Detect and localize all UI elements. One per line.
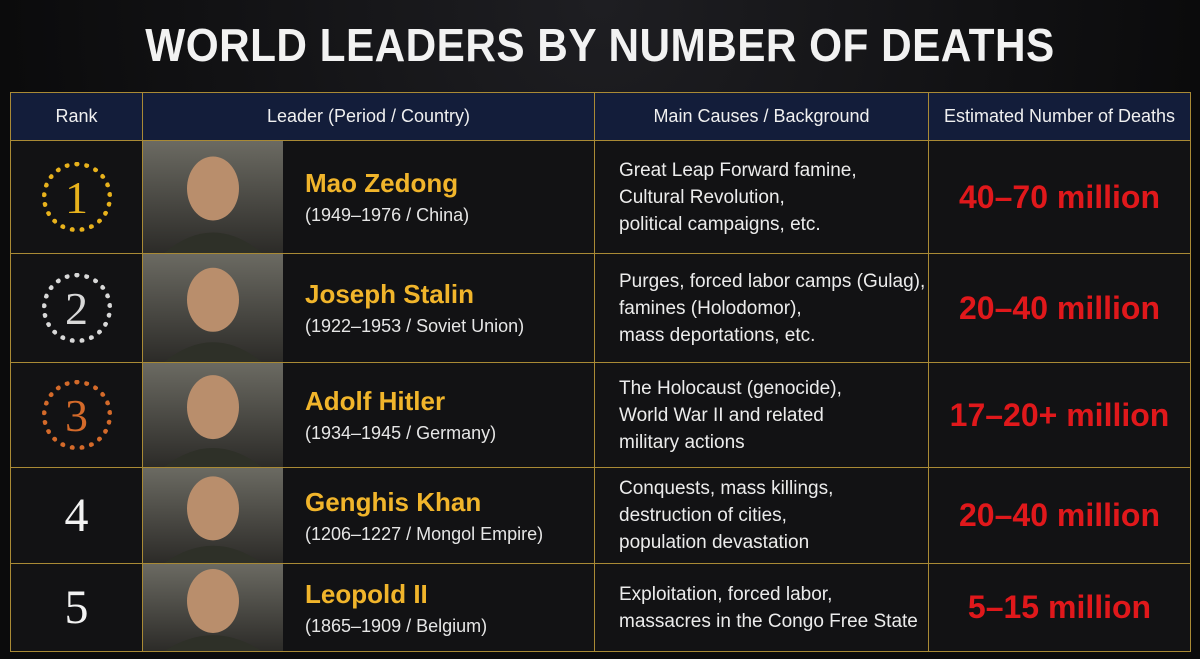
causes-cell: The Holocaust (genocide), World War II an… xyxy=(594,362,929,468)
rank-badge: 3 xyxy=(41,380,112,450)
deaths-cell: 17–20+ million xyxy=(928,362,1191,468)
cause-line: mass deportations, etc. xyxy=(619,324,816,346)
causes-list: Exploitation, forced labor, massacres in … xyxy=(619,581,918,635)
cause-line: The Holocaust (genocide), xyxy=(619,377,842,399)
leader-info: Leopold II (1865–1909 / Belgium) xyxy=(305,579,487,637)
rank-cell: 5 xyxy=(10,563,143,652)
rank-cell: 4 xyxy=(10,467,143,564)
deaths-value: 40–70 million xyxy=(959,178,1160,215)
leader-period: (1206–1227 / Mongol Empire) xyxy=(305,523,544,544)
cause-line: population devastation xyxy=(619,532,810,553)
leader-name: Mao Zedong xyxy=(305,168,459,198)
deaths-value: 20–40 million xyxy=(959,497,1160,533)
title: WORLD LEADERS BY NUMBER OF DEATHS xyxy=(145,19,1055,71)
deaths-cell: 40–70 million xyxy=(928,140,1191,254)
rank-cell: 3 xyxy=(10,362,143,468)
cause-line: World War II and related xyxy=(619,404,824,426)
portrait xyxy=(143,564,283,651)
deaths-cell: 20–40 million xyxy=(928,467,1191,564)
deaths-value: 17–20+ million xyxy=(949,396,1170,433)
cause-line: massacres in the Congo Free State xyxy=(619,610,918,632)
cause-line: Great Leap Forward famine, xyxy=(619,159,857,181)
rank-number: 5 xyxy=(64,581,89,634)
leader-name: Joseph Stalin xyxy=(305,279,475,309)
cause-line: Conquests, mass killings, xyxy=(619,478,834,499)
leader-cell: Genghis Khan (1206–1227 / Mongol Empire) xyxy=(142,467,595,564)
portrait-silhouette xyxy=(164,156,262,253)
column-header: Leader (Period / Country) xyxy=(142,92,595,141)
portrait-silhouette xyxy=(164,568,262,651)
leader-info: Adolf Hitler (1934–1945 / Germany) xyxy=(305,386,496,444)
cause-line: military actions xyxy=(619,431,745,453)
causes-list: The Holocaust (genocide), World War II an… xyxy=(619,375,842,456)
leader-cell: Adolf Hitler (1934–1945 / Germany) xyxy=(142,362,595,468)
deaths-cell: 20–40 million xyxy=(928,253,1191,363)
portrait-silhouette xyxy=(164,476,262,563)
rank-badge: 1 xyxy=(41,162,112,232)
causes-list: Great Leap Forward famine, Cultural Revol… xyxy=(619,157,857,238)
portrait-silhouette xyxy=(164,375,262,467)
leader-info: Joseph Stalin (1922–1953 / Soviet Union) xyxy=(305,279,524,337)
deaths-cell: 5–15 million xyxy=(928,563,1191,652)
deaths-value: 5–15 million xyxy=(967,589,1152,625)
cause-line: political campaigns, etc. xyxy=(619,213,821,235)
portrait xyxy=(143,141,283,253)
leader-period: (1949–1976 / China) xyxy=(305,205,470,225)
causes-cell: Purges, forced labor camps (Gulag), famin… xyxy=(594,253,929,363)
causes-cell: Great Leap Forward famine, Cultural Revol… xyxy=(594,140,929,254)
leader-name: Adolf Hitler xyxy=(305,386,446,416)
portrait xyxy=(143,254,283,362)
leader-name: Leopold II xyxy=(305,578,428,609)
rank-number: 4 xyxy=(64,489,89,542)
column-header: Estimated Number of Deaths xyxy=(928,92,1191,141)
leader-info: Mao Zedong (1949–1976 / China) xyxy=(305,168,469,226)
rank-cell: 1 xyxy=(10,140,143,254)
cause-line: Purges, forced labor camps (Gulag), xyxy=(619,270,926,292)
cause-line: destruction of cities, xyxy=(619,505,787,526)
causes-cell: Conquests, mass killings, destruction of … xyxy=(594,467,929,564)
leader-info: Genghis Khan (1206–1227 / Mongol Empire) xyxy=(305,487,543,545)
causes-list: Conquests, mass killings, destruction of … xyxy=(619,475,833,556)
leader-period: (1922–1953 / Soviet Union) xyxy=(305,316,525,336)
leader-cell: Leopold II (1865–1909 / Belgium) xyxy=(142,563,595,652)
rank-badge: 2 xyxy=(41,273,112,343)
cause-line: famines (Holodomor), xyxy=(619,297,802,319)
leader-cell: Mao Zedong (1949–1976 / China) xyxy=(142,140,595,254)
causes-cell: Exploitation, forced labor, massacres in … xyxy=(594,563,929,652)
causes-list: Purges, forced labor camps (Gulag), famin… xyxy=(619,268,925,349)
leader-period: (1934–1945 / Germany) xyxy=(305,423,497,443)
leader-cell: Joseph Stalin (1922–1953 / Soviet Union) xyxy=(142,253,595,363)
column-header: Main Causes / Background xyxy=(594,92,929,141)
portrait xyxy=(143,468,283,563)
portrait xyxy=(143,363,283,467)
leader-name: Genghis Khan xyxy=(305,486,482,517)
cause-line: Cultural Revolution, xyxy=(619,186,785,208)
cause-line: Exploitation, forced labor, xyxy=(619,583,833,605)
rank-cell: 2 xyxy=(10,253,143,363)
leader-period: (1865–1909 / Belgium) xyxy=(305,615,488,636)
deaths-value: 20–40 million xyxy=(959,289,1160,326)
column-header: Rank xyxy=(10,92,143,141)
portrait-silhouette xyxy=(164,267,262,362)
